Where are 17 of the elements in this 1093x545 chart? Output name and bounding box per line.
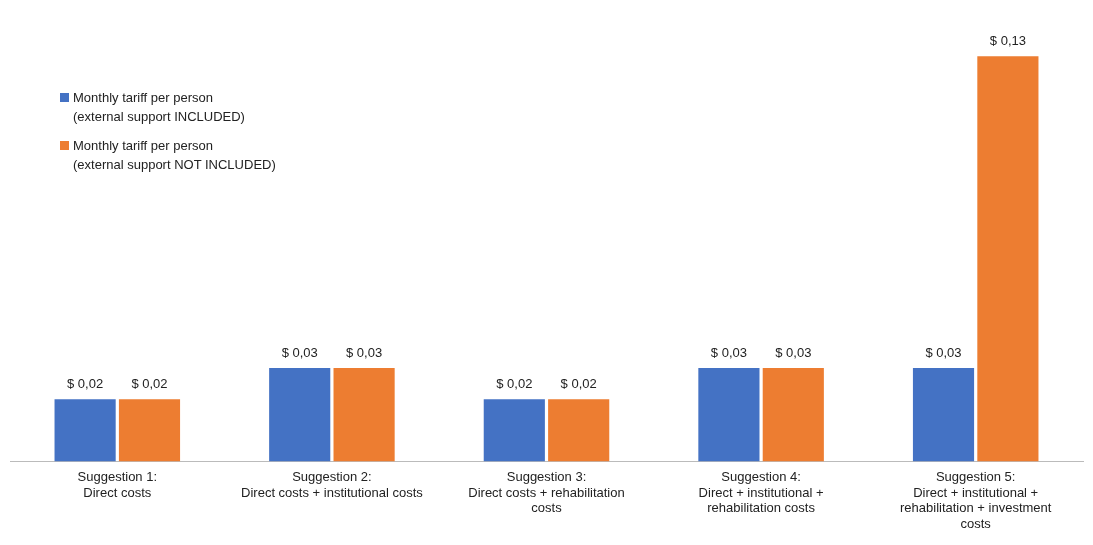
data-label: $ 0,03	[281, 345, 318, 361]
x-tick-label: Suggestion 4: Direct + institutional + rehabilitation costs	[698, 468, 824, 516]
data-label: $ 0,02	[131, 376, 168, 392]
data-label: $ 0,02	[496, 376, 533, 392]
x-tick-label: Suggestion 5: Direct + institutional + rehabilitation + investment costs	[900, 468, 1052, 531]
data-label: $ 0,02	[67, 376, 104, 392]
data-label: $ 0,03	[775, 345, 812, 361]
x-tick-label: Suggestion 1: Direct costs	[77, 468, 158, 500]
data-label: $ 0,13	[989, 33, 1026, 49]
x-tick-label: Suggestion 2: Direct costs + institutional costs	[241, 468, 424, 500]
legend-label: Monthly tariff per person (external support NOT INCLUDED)	[73, 137, 276, 174]
legend-label: Monthly tariff per person (external support INCLUDED)	[73, 89, 245, 126]
data-label: $ 0,03	[925, 345, 962, 361]
x-tick-label: Suggestion 3: Direct costs + rehabilitation costs	[468, 468, 625, 516]
data-label: $ 0,02	[560, 376, 597, 392]
data-label: $ 0,03	[346, 345, 383, 361]
data-label: $ 0,03	[710, 345, 747, 361]
